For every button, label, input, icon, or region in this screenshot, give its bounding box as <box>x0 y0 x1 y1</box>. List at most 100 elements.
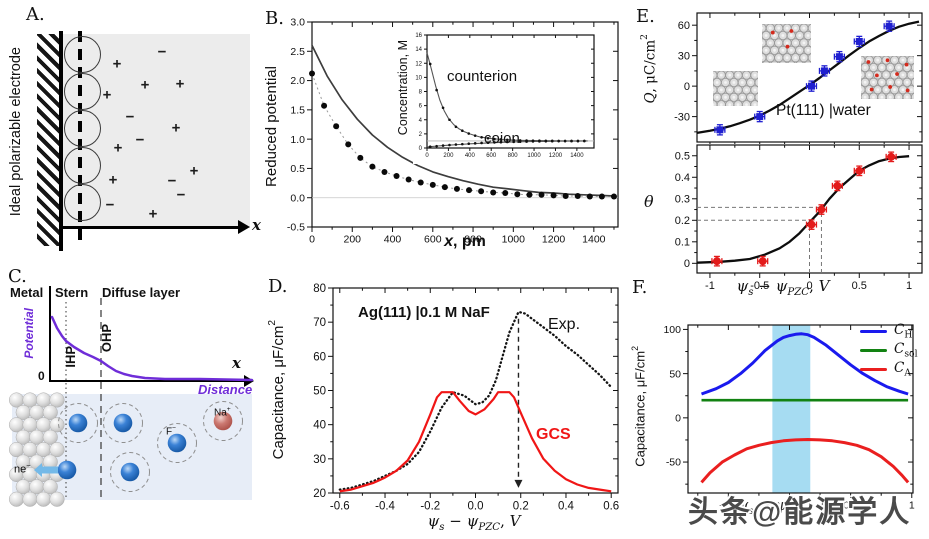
coverage-chart: -1 -0.5 0 0.5 1 0 0.1 0.2 0.3 0.4 0.5 <box>675 144 923 292</box>
solvent-circle <box>64 147 101 184</box>
gcs-curve-label: GCS <box>536 426 571 443</box>
plus-charge: + <box>171 119 181 137</box>
panel-f-label: F. <box>632 277 648 298</box>
svg-text:0.4: 0.4 <box>558 501 575 513</box>
e-bottom-y-axis-title: θ <box>644 192 654 211</box>
svg-text:0.2: 0.2 <box>513 501 529 513</box>
plus-charge: + <box>113 139 123 157</box>
svg-text:30: 30 <box>678 51 690 63</box>
svg-text:0: 0 <box>806 280 812 292</box>
svg-text:0.3: 0.3 <box>675 194 690 206</box>
sodium-ion-label: Na+ <box>214 406 231 419</box>
ihp-label: IHP <box>63 346 78 368</box>
panel-b: B. 0 200 400 600 800 1000 1200 1400 -0.5 0.0 0.5 1.… <box>258 0 630 262</box>
svg-text:-30: -30 <box>674 111 690 123</box>
plus-charge: + <box>102 86 112 104</box>
concentration-inset-chart: 0 200 400 600 800 1000 1200 1400 0 2 4 6 8 10 12 14 16 <box>413 28 598 164</box>
legend-line-swatch <box>860 367 887 372</box>
panel-e: E. -30 0 30 60 -1 -0.5 0 0.5 1 0 0.1 0.2 0.3 0.4 0.5 … <box>628 0 929 300</box>
electron-transfer-label: ne− <box>14 461 31 476</box>
svg-text:1400: 1400 <box>582 234 606 245</box>
svg-text:0: 0 <box>684 258 690 270</box>
svg-text:0.1: 0.1 <box>675 237 690 249</box>
d-x-axis-title: ψs − ψPZC, V <box>427 512 521 533</box>
svg-text:30: 30 <box>313 454 326 466</box>
svg-text:1: 1 <box>909 500 915 511</box>
counterion-label: counterion <box>447 68 518 85</box>
panel-f: -0.5 0 0.5 1 -50 0 50 100 Capacitance, μF/cm2 ψ… <box>628 300 929 539</box>
svg-text:0: 0 <box>309 234 315 245</box>
svg-text:-0.5: -0.5 <box>750 280 769 292</box>
svg-text:0.4: 0.4 <box>675 172 690 184</box>
svg-text:-0.5: -0.5 <box>287 222 305 234</box>
plus-charge: + <box>148 205 158 223</box>
svg-text:-0.4: -0.4 <box>375 501 395 513</box>
diffuse-region-label: Diffuse layer <box>102 285 181 300</box>
minus-charge: − <box>176 186 186 204</box>
svg-text:2.5: 2.5 <box>290 46 305 58</box>
pt-lattice-svg <box>757 23 817 70</box>
svg-text:8: 8 <box>419 90 423 96</box>
potential-axis-label: Potential <box>22 308 36 359</box>
svg-text:80: 80 <box>313 283 326 295</box>
svg-text:3.0: 3.0 <box>290 17 305 29</box>
legend-entry: CH <box>860 322 918 341</box>
svg-text:1000: 1000 <box>527 153 541 159</box>
stern-layer-schematic <box>8 286 254 507</box>
panel-a-label: A. <box>26 4 45 25</box>
svg-text:0.5: 0.5 <box>675 151 690 163</box>
svg-text:1.5: 1.5 <box>290 105 305 117</box>
svg-text:12: 12 <box>415 61 422 67</box>
e-system-annotation: Pt(111) |water <box>776 102 871 119</box>
svg-text:0: 0 <box>675 413 681 425</box>
svg-text:0: 0 <box>419 146 423 152</box>
svg-text:60: 60 <box>313 351 326 363</box>
ohp-label: OHP <box>99 324 114 353</box>
svg-text:-0.6: -0.6 <box>330 501 350 513</box>
minus-charge: − <box>135 131 145 149</box>
svg-text:0.5: 0.5 <box>852 280 867 292</box>
svg-text:800: 800 <box>508 153 519 159</box>
plus-charge: + <box>175 75 185 93</box>
f-x-axis-title: ψs − ψPZC, V <box>736 496 830 517</box>
svg-text:400: 400 <box>465 153 476 159</box>
svg-text:-0.2: -0.2 <box>420 501 440 513</box>
legend-label: CH <box>894 322 913 341</box>
solvent-circle <box>64 73 101 110</box>
legend-entry: CA <box>860 360 918 379</box>
capacitance-chart: -0.6 -0.4 -0.2 0.0 0.2 0.4 0.6 20 30 40 50 60 70 80 <box>313 283 619 513</box>
pt-lattice-svg <box>856 55 921 102</box>
plus-charge: + <box>189 162 199 180</box>
x-axis-label: x <box>252 216 261 234</box>
svg-text:4: 4 <box>419 118 423 124</box>
pt-surface-image-low-coverage <box>757 23 817 70</box>
panel-d: D. -0.6 -0.4 -0.2 0.0 0.2 0.4 0.6 20 30 40 50 60 70 8… <box>258 262 630 539</box>
svg-text:600: 600 <box>424 234 442 245</box>
pt-lattice-svg <box>708 70 764 110</box>
svg-text:800: 800 <box>464 234 482 245</box>
svg-text:100: 100 <box>663 324 681 336</box>
panel-a: A. Ideal polarizable electrode + + + + + + + + +… <box>0 0 262 262</box>
pt-surface-image-high-coverage <box>856 55 921 104</box>
svg-text:6: 6 <box>419 104 423 110</box>
f-y-axis-title: Capacitance, μF/cm2 <box>630 346 648 467</box>
svg-text:1200: 1200 <box>549 153 563 159</box>
inset-y-axis-title: Concentration, M <box>396 40 410 136</box>
svg-text:0: 0 <box>684 81 690 93</box>
svg-text:0.0: 0.0 <box>290 192 305 204</box>
x-axis-arrowhead <box>238 220 250 234</box>
metal-region-label: Metal <box>10 285 44 300</box>
svg-text:60: 60 <box>678 20 690 32</box>
b-x-axis-title: x, pm <box>444 233 486 250</box>
solvent-circle <box>64 184 101 221</box>
legend-entry: Csol <box>860 341 918 360</box>
svg-text:20: 20 <box>313 488 326 500</box>
solvent-circle <box>64 110 101 147</box>
reduced-potential-chart: 0 200 400 600 800 1000 1200 1400-0.50.00.51.01.… <box>287 17 619 245</box>
svg-text:14: 14 <box>415 47 422 53</box>
x-axis-line <box>63 226 239 229</box>
minus-charge: − <box>125 108 135 126</box>
svg-text:0.0: 0.0 <box>468 501 484 513</box>
plus-charge: + <box>112 55 122 73</box>
